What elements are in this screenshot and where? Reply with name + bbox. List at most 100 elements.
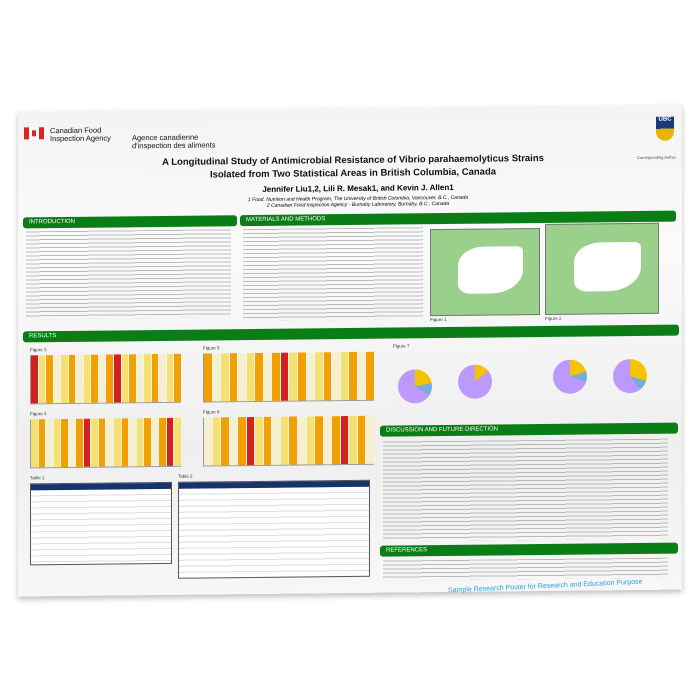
chart-bar [246,417,255,466]
section-results: RESULTS [23,324,679,343]
ubc-logo: UBC [656,116,674,141]
chart-bar [340,352,349,401]
chart-bar [246,353,255,402]
figure-7-caption: Figure 7 [393,343,410,349]
chart-bar [263,416,272,465]
section-introduction: INTRODUCTION [23,215,237,229]
cfia-logo: Canadian Food Inspection Agency Agence c… [24,125,222,151]
chart-bar [315,416,323,465]
pie-chart [398,369,432,404]
pie-chart [458,364,492,399]
chart-bar [221,353,229,402]
pie-chart [553,359,587,394]
chart-bar [349,351,357,401]
chart-bar [114,418,121,467]
chart-bar [238,353,246,402]
chart-bar [151,354,159,403]
chart-bar [357,351,366,400]
chart-bar [53,355,61,404]
figure-2-caption: Figure 2 [545,315,562,321]
table-1 [30,481,172,566]
chart-bar [212,353,221,402]
chart-bar [280,416,289,465]
chart-bar [98,418,106,467]
chart-bar [229,353,238,402]
chart-bar [136,418,144,467]
chart-bar [366,351,374,400]
figure-2-map [545,222,659,315]
chart-bar [136,354,144,403]
figure-3-chart [30,353,181,405]
chart-bar [280,352,289,401]
org-name-en: Canadian Food Inspection Agency [50,125,111,144]
chart-bar [263,352,272,401]
chart-bar [129,354,136,403]
materials-text [243,227,423,322]
figure-6-caption: Figure 6 [203,409,220,415]
figure-3-caption: Figure 3 [30,347,47,353]
chart-bar [221,417,229,466]
chart-bar [83,354,91,403]
table-1-caption: Table 1 [30,475,45,481]
chart-bar [340,416,349,465]
chart-bar [46,419,53,468]
chart-bar [68,354,76,403]
section-references: REFERENCES [380,542,678,557]
figure-5-chart [203,351,374,403]
chart-bar [229,417,238,466]
chart-bar [306,416,315,465]
chart-bar [159,353,166,402]
chart-bar [255,416,263,465]
chart-bar [98,354,106,403]
chart-bar [83,418,91,467]
figure-5-caption: Figure 5 [203,345,220,351]
chart-bar [61,354,68,404]
org-name-fr: Agence canadienne d'inspection des alime… [132,132,216,151]
chart-bar [166,417,174,466]
chart-bar [144,354,151,403]
chart-bar [289,352,298,401]
chart-bar [151,418,159,467]
pie-chart [613,358,647,394]
chart-bar [238,417,246,466]
chart-bar [114,354,121,403]
chart-bar [332,352,340,401]
chart-bar [315,352,323,401]
chart-bar [129,418,136,467]
chart-bar [68,418,76,467]
chart-bar [174,417,181,466]
chart-bar [121,418,129,467]
figure-6-chart [203,415,374,467]
chart-bar [298,352,306,401]
figure-4-chart [30,417,181,469]
chart-bar [31,355,38,404]
chart-bar [31,419,38,468]
table-2 [178,479,370,579]
chart-bar [332,416,340,465]
chart-bar [212,417,221,466]
figure-1-caption: Figure 1 [430,316,447,323]
chart-bar [91,354,98,403]
chart-bar [38,355,46,404]
affiliations: 1 Food, Nutrition and Health Program, Th… [168,194,548,210]
chart-bar [121,354,129,403]
chart-bar [38,419,46,468]
section-discussion: DISCUSSION AND FUTURE DIRECTION [380,422,678,437]
chart-bar [91,418,98,467]
chart-bar [298,416,306,465]
chart-bar [272,352,280,401]
chart-bar [357,415,366,464]
chart-bar [323,352,332,401]
chart-bar [159,417,166,466]
chart-bar [61,418,68,468]
contact-info: Corresponding Author [637,154,676,160]
chart-bar [166,353,174,402]
poster: Canadian Food Inspection Agency Agence c… [18,104,682,597]
chart-bar [306,352,315,401]
chart-bar [255,352,263,401]
intro-text [26,229,231,320]
discussion-text [383,438,668,542]
chart-bar [106,418,114,467]
chart-bar [174,353,181,402]
chart-bar [76,354,83,403]
